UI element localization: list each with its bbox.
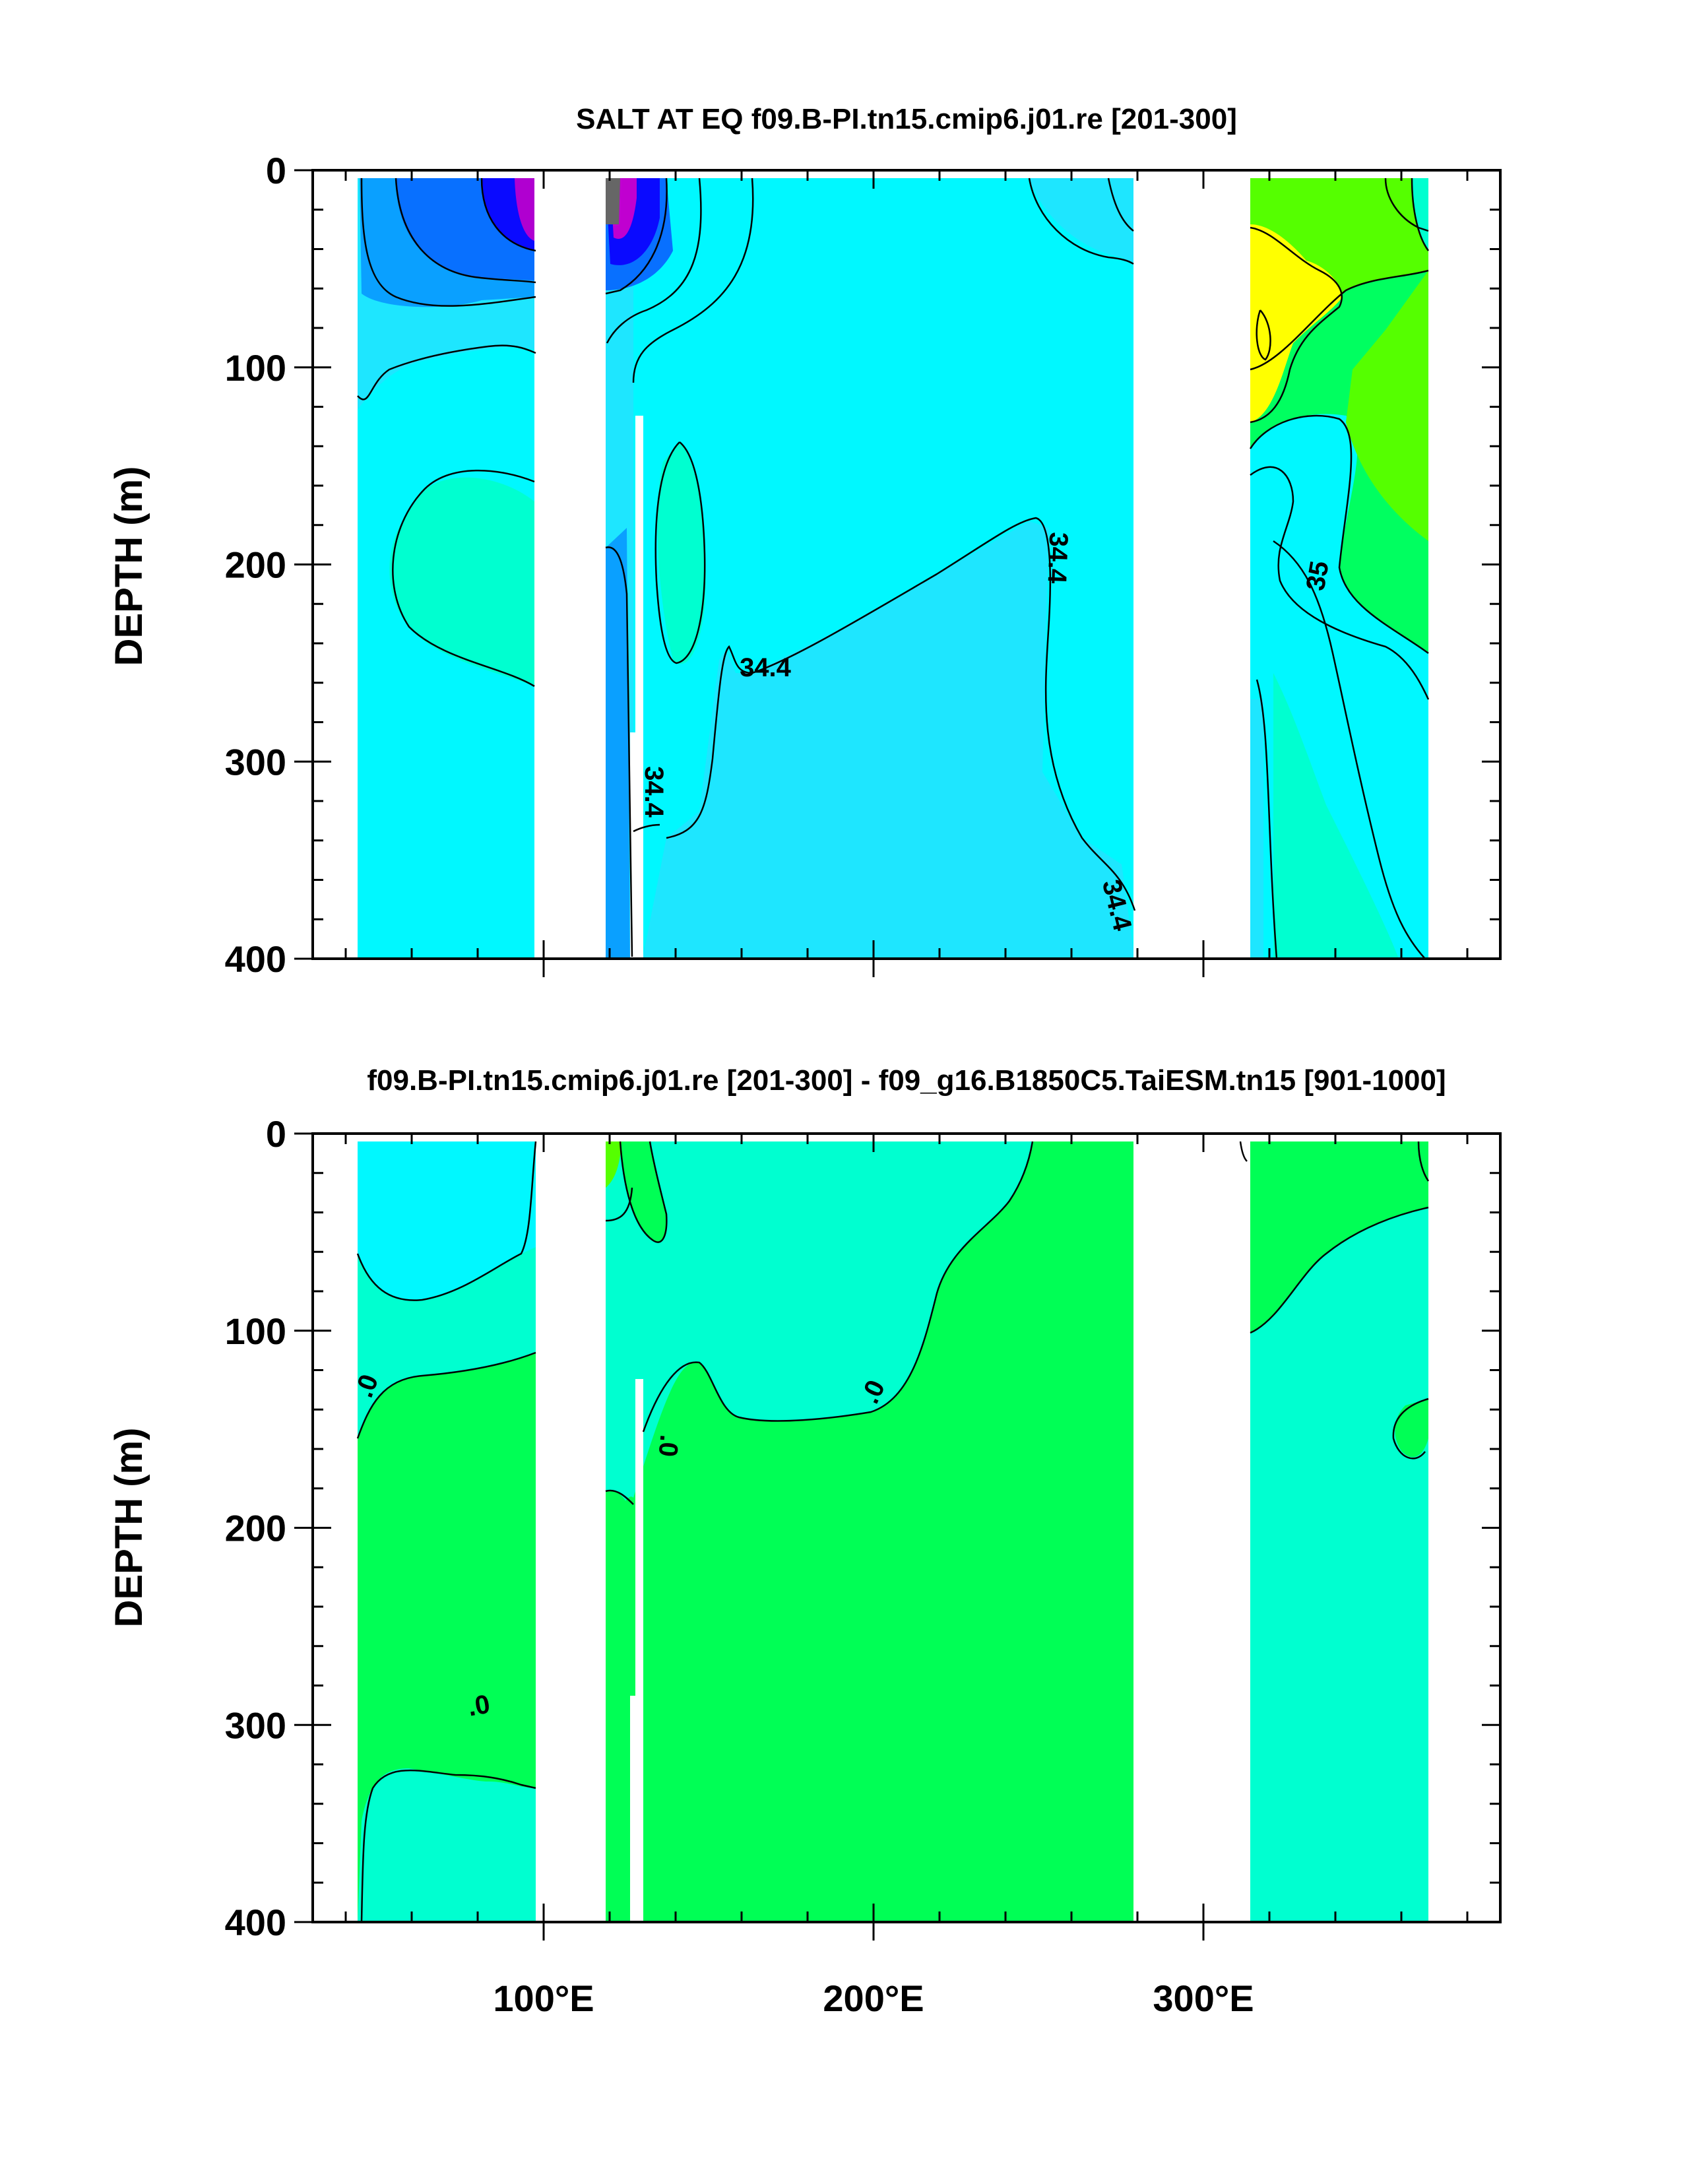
salt-contour-347-mc <box>654 441 706 664</box>
salt-fill-355-atl-deep <box>1346 271 1428 541</box>
salt-contour-atl-35b <box>1250 466 1430 700</box>
diff-contour-label: .0 <box>653 1434 684 1458</box>
diff-fill-pos-atl-eye <box>1395 1399 1428 1458</box>
salt-contour-atl-36 <box>1250 226 1343 424</box>
salt-contour-mc-surf-1 <box>605 177 668 295</box>
salt-land-strip-a <box>630 732 635 959</box>
salt-y-tick-label: 200 <box>225 544 286 586</box>
salt-y-axis: 0 100 200 300 400 <box>225 150 1500 980</box>
salt-fill-347-west <box>389 477 534 686</box>
salt-contour-atl-surf-2 <box>1411 177 1430 251</box>
salt-contour-atl-347 <box>1256 679 1278 959</box>
salt-contour-atl-36-eye <box>1256 309 1271 361</box>
diff-fill-zero-deep-w <box>358 1768 536 1922</box>
salt-contour-label: 35 <box>1301 559 1335 593</box>
salt-land-indonesia <box>534 170 606 959</box>
diff-land-america-b <box>1240 1134 1250 1173</box>
salt-contour-342-mc <box>605 546 633 957</box>
diff-y-tick-label: 300 <box>225 1704 286 1746</box>
diff-contour-mc-surf-2 <box>605 1187 633 1222</box>
salt-contour-atl-355 <box>1250 269 1429 371</box>
salt-contour-east-surf-2 <box>1107 177 1134 232</box>
salt-contour-344-mc <box>633 823 660 833</box>
diff-fill-pos-atl <box>1250 1141 1428 1333</box>
salt-y-tick-label: 400 <box>225 938 286 980</box>
salt-contour-mc-surf-3 <box>632 177 754 383</box>
salt-fill-36-atl <box>1250 224 1343 422</box>
diff-fill-neg-w <box>358 1141 536 1301</box>
diff-fill-pos-mc <box>606 1491 633 1922</box>
diff-y-tick-label: 0 <box>266 1113 286 1155</box>
salt-y-axis-label: DEPTH (m) <box>108 466 150 666</box>
salt-y-tick-label: 0 <box>266 150 286 191</box>
diff-land-strip-b <box>635 1379 643 1922</box>
salt-land-strip-b <box>635 416 643 959</box>
diff-y-tick-label: 100 <box>225 1310 286 1352</box>
diff-contour-deep-w <box>360 1769 536 1922</box>
salt-contour-344-main <box>666 517 1136 911</box>
salt-fill-33-west <box>515 178 534 241</box>
salt-contour-335-w <box>480 177 536 252</box>
diff-x-tick-label: 100°E <box>493 1977 594 2019</box>
salt-fill-grey-mc <box>606 178 620 224</box>
diff-land-strip-a <box>630 1696 635 1922</box>
salt-fill-347-atl-surf <box>1412 178 1428 251</box>
diff-contour-labels: .0 .0 .0 .0 <box>349 1370 891 1721</box>
salt-fill-344-eastsurf <box>1029 178 1133 264</box>
salt-contour-label: 34.4 <box>1042 532 1073 585</box>
salt-contour-atl-deep <box>1273 540 1426 959</box>
diff-contour-mc-surf <box>619 1141 668 1243</box>
diff-panel: f09.B-PI.tn15.cmip6.j01.re [201-300] - f… <box>108 1064 1502 2019</box>
diff-x-tick-label: 300°E <box>1153 1977 1254 2019</box>
salt-contour-atl-35a <box>1249 414 1429 655</box>
salt-y-tick-label: 100 <box>225 347 286 389</box>
diff-contour-zero-pac <box>642 1141 1034 1432</box>
salt-panel: SALT AT EQ f09.B-PI.tn15.cmip6.j01.re [2… <box>108 103 1502 980</box>
diff-y-tick-label: 400 <box>225 1902 286 1943</box>
salt-y-tick-label: 300 <box>225 741 286 783</box>
diff-contour-atl-surf <box>1417 1141 1430 1182</box>
diff-land-america <box>1133 1134 1250 1922</box>
diff-field <box>313 1134 1500 1922</box>
salt-contour-mc-surf-2 <box>606 177 702 344</box>
diff-x-tick-label: 200°E <box>823 1977 924 2019</box>
diff-contour-zero-mc <box>605 1489 634 1505</box>
salt-contour-lines <box>357 177 1430 959</box>
salt-contour-342-w <box>360 177 536 307</box>
salt-fill-344-atl <box>1250 699 1263 959</box>
salt-contour-344-w <box>357 344 536 401</box>
salt-fill-347-mc <box>657 442 706 664</box>
salt-land-america <box>1133 170 1250 959</box>
diff-fill-pos2-mc <box>606 1141 621 1188</box>
diff-y-axis: 0 100 200 300 400 <box>225 1113 1500 1943</box>
diff-land-indonesia <box>536 1134 606 1922</box>
diff-y-tick-label: 200 <box>225 1508 286 1549</box>
salt-fill-347-atl <box>1273 673 1399 959</box>
salt-contour-label: 34.4 <box>740 653 792 682</box>
diff-x-axis: 100°E 200°E 300°E <box>344 1134 1469 2019</box>
salt-x-axis <box>344 170 1469 977</box>
diff-contour-zero-main <box>356 1351 536 1439</box>
salt-contour-344-east-surf <box>1028 177 1134 265</box>
salt-contour-34-w <box>395 177 536 284</box>
salt-fill-344-east <box>643 521 1133 959</box>
salt-contour-347-w <box>392 469 535 688</box>
diff-y-axis-label: DEPTH (m) <box>108 1428 150 1628</box>
diff-contour-atl-surf-2 <box>1239 1141 1248 1162</box>
salt-chart-title: SALT AT EQ f09.B-PI.tn15.cmip6.j01.re [2… <box>576 103 1237 135</box>
diff-contour-label: .0 <box>465 1690 492 1722</box>
diff-contour-atl-eye <box>1392 1397 1429 1460</box>
diff-contour-atl-a <box>1250 1206 1429 1334</box>
salt-fill-342-mc <box>606 528 630 959</box>
diff-contour-lines <box>356 1141 1430 1922</box>
salt-field <box>313 170 1500 959</box>
diff-chart-title: f09.B-PI.tn15.cmip6.j01.re [201-300] - f… <box>367 1064 1446 1097</box>
diff-contour-neg-w <box>356 1141 537 1301</box>
salt-contour-label: 34.4 <box>639 766 668 818</box>
